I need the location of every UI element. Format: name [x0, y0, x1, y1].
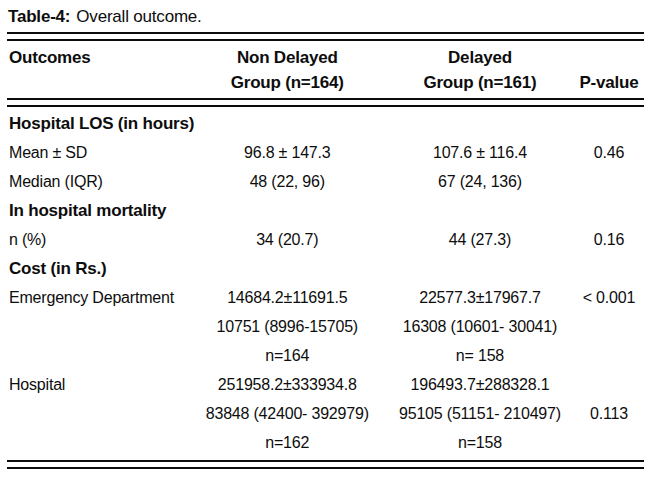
table-row: Mean ± SD96.8 ± 147.3107.6 ± 116.40.46: [7, 138, 644, 167]
table-cell: 16308 (10601- 30041): [386, 312, 574, 341]
table-cell: Hospital LOS (in hours): [7, 109, 189, 138]
table-cell: 10751 (8996-15705): [189, 312, 386, 341]
table-header: Outcomes Non Delayed Delayed Group (n=16…: [7, 41, 644, 98]
table-cell: [7, 428, 189, 457]
table-cell: 107.6 ± 116.4: [386, 138, 574, 167]
table-title-label: Table-4:: [8, 7, 70, 26]
table-cell: n=164: [189, 341, 386, 370]
table-cell: In hospital mortality: [7, 196, 189, 225]
table-cell: 14684.2±11691.5: [189, 283, 386, 312]
table-cell: Cost (in Rs.): [7, 254, 189, 283]
table-cell: [189, 196, 386, 225]
table-cell: Hospital: [7, 370, 189, 399]
table-cell: [574, 341, 644, 370]
table-cell: [7, 341, 189, 370]
table-cell: 0.16: [574, 225, 644, 254]
header-pvalue-spacer: [574, 45, 644, 70]
header-delayed-line2: Group (n=161): [386, 70, 574, 95]
table-row: Cost (in Rs.): [7, 254, 644, 283]
table-row: Median (IQR)48 (22, 96)67 (24, 136): [7, 167, 644, 196]
table-cell: Mean ± SD: [7, 138, 189, 167]
header-outcomes-spacer: [7, 70, 189, 95]
table-cell: [574, 109, 644, 138]
table-cell: [386, 254, 574, 283]
table-title: Table-4: Overall outcome.: [7, 5, 644, 32]
table-cell: 0.46: [574, 138, 644, 167]
table-cell: 96.8 ± 147.3: [189, 138, 386, 167]
header-non-delayed-line1: Non Delayed: [189, 45, 386, 70]
table-cell: n (%): [7, 225, 189, 254]
header-rule: [7, 98, 644, 107]
header-row: Outcomes Non Delayed Delayed: [7, 45, 644, 70]
table-cell: [574, 370, 644, 399]
table-cell: 34 (20.7): [189, 225, 386, 254]
table-row: 10751 (8996-15705)16308 (10601- 30041): [7, 312, 644, 341]
table-row: Emergency Department14684.2±11691.522577…: [7, 283, 644, 312]
table-cell: 251958.2±333934.8: [189, 370, 386, 399]
table-cell: 48 (22, 96): [189, 167, 386, 196]
table-row: n=164n= 158: [7, 341, 644, 370]
table-cell: < 0.001: [574, 283, 644, 312]
table-row: Hospital251958.2±333934.8196493.7±288328…: [7, 370, 644, 399]
table-cell: [386, 109, 574, 138]
table-cell: Emergency Department: [7, 283, 189, 312]
table-cell: n=158: [386, 428, 574, 457]
table-cell: 0.113: [574, 399, 644, 428]
table-cell: [189, 109, 386, 138]
table-body: Hospital LOS (in hours)Mean ± SD96.8 ± 1…: [7, 107, 644, 460]
header-row: Group (n=164) Group (n=161) P-value: [7, 70, 644, 95]
table-footnote: LOS: Length of stay.: [7, 469, 644, 478]
table-cell: 44 (27.3): [386, 225, 574, 254]
table-cell: [189, 254, 386, 283]
table-cell: [7, 399, 189, 428]
table-cell: [574, 254, 644, 283]
table-row: n (%)34 (20.7)44 (27.3)0.16: [7, 225, 644, 254]
table-cell: [574, 312, 644, 341]
header-pvalue: P-value: [574, 70, 644, 95]
header-outcomes: Outcomes: [7, 45, 189, 70]
table-row: In hospital mortality: [7, 196, 644, 225]
table-cell: 83848 (42400- 392979): [189, 399, 386, 428]
table-cell: [574, 428, 644, 457]
table-row: 83848 (42400- 392979)95105 (51151- 21049…: [7, 399, 644, 428]
table-row: Hospital LOS (in hours): [7, 109, 644, 138]
table-cell: 196493.7±288328.1: [386, 370, 574, 399]
header-delayed-line1: Delayed: [386, 45, 574, 70]
table-cell: [7, 312, 189, 341]
table-cell: n= 158: [386, 341, 574, 370]
table-cell: [574, 167, 644, 196]
bottom-rule: [7, 460, 644, 469]
paper-table-figure: Table-4: Overall outcome. Outcomes Non De…: [0, 0, 650, 478]
table-title-caption: Overall outcome.: [76, 7, 201, 26]
table-row: n=162n=158: [7, 428, 644, 457]
table-cell: [574, 196, 644, 225]
table-cell: 67 (24, 136): [386, 167, 574, 196]
header-non-delayed-line2: Group (n=164): [189, 70, 386, 95]
table-cell: n=162: [189, 428, 386, 457]
top-rule: [7, 32, 644, 41]
table-cell: [386, 196, 574, 225]
table-cell: Median (IQR): [7, 167, 189, 196]
table-cell: 22577.3±17967.7: [386, 283, 574, 312]
table-cell: 95105 (51151- 210497): [386, 399, 574, 428]
